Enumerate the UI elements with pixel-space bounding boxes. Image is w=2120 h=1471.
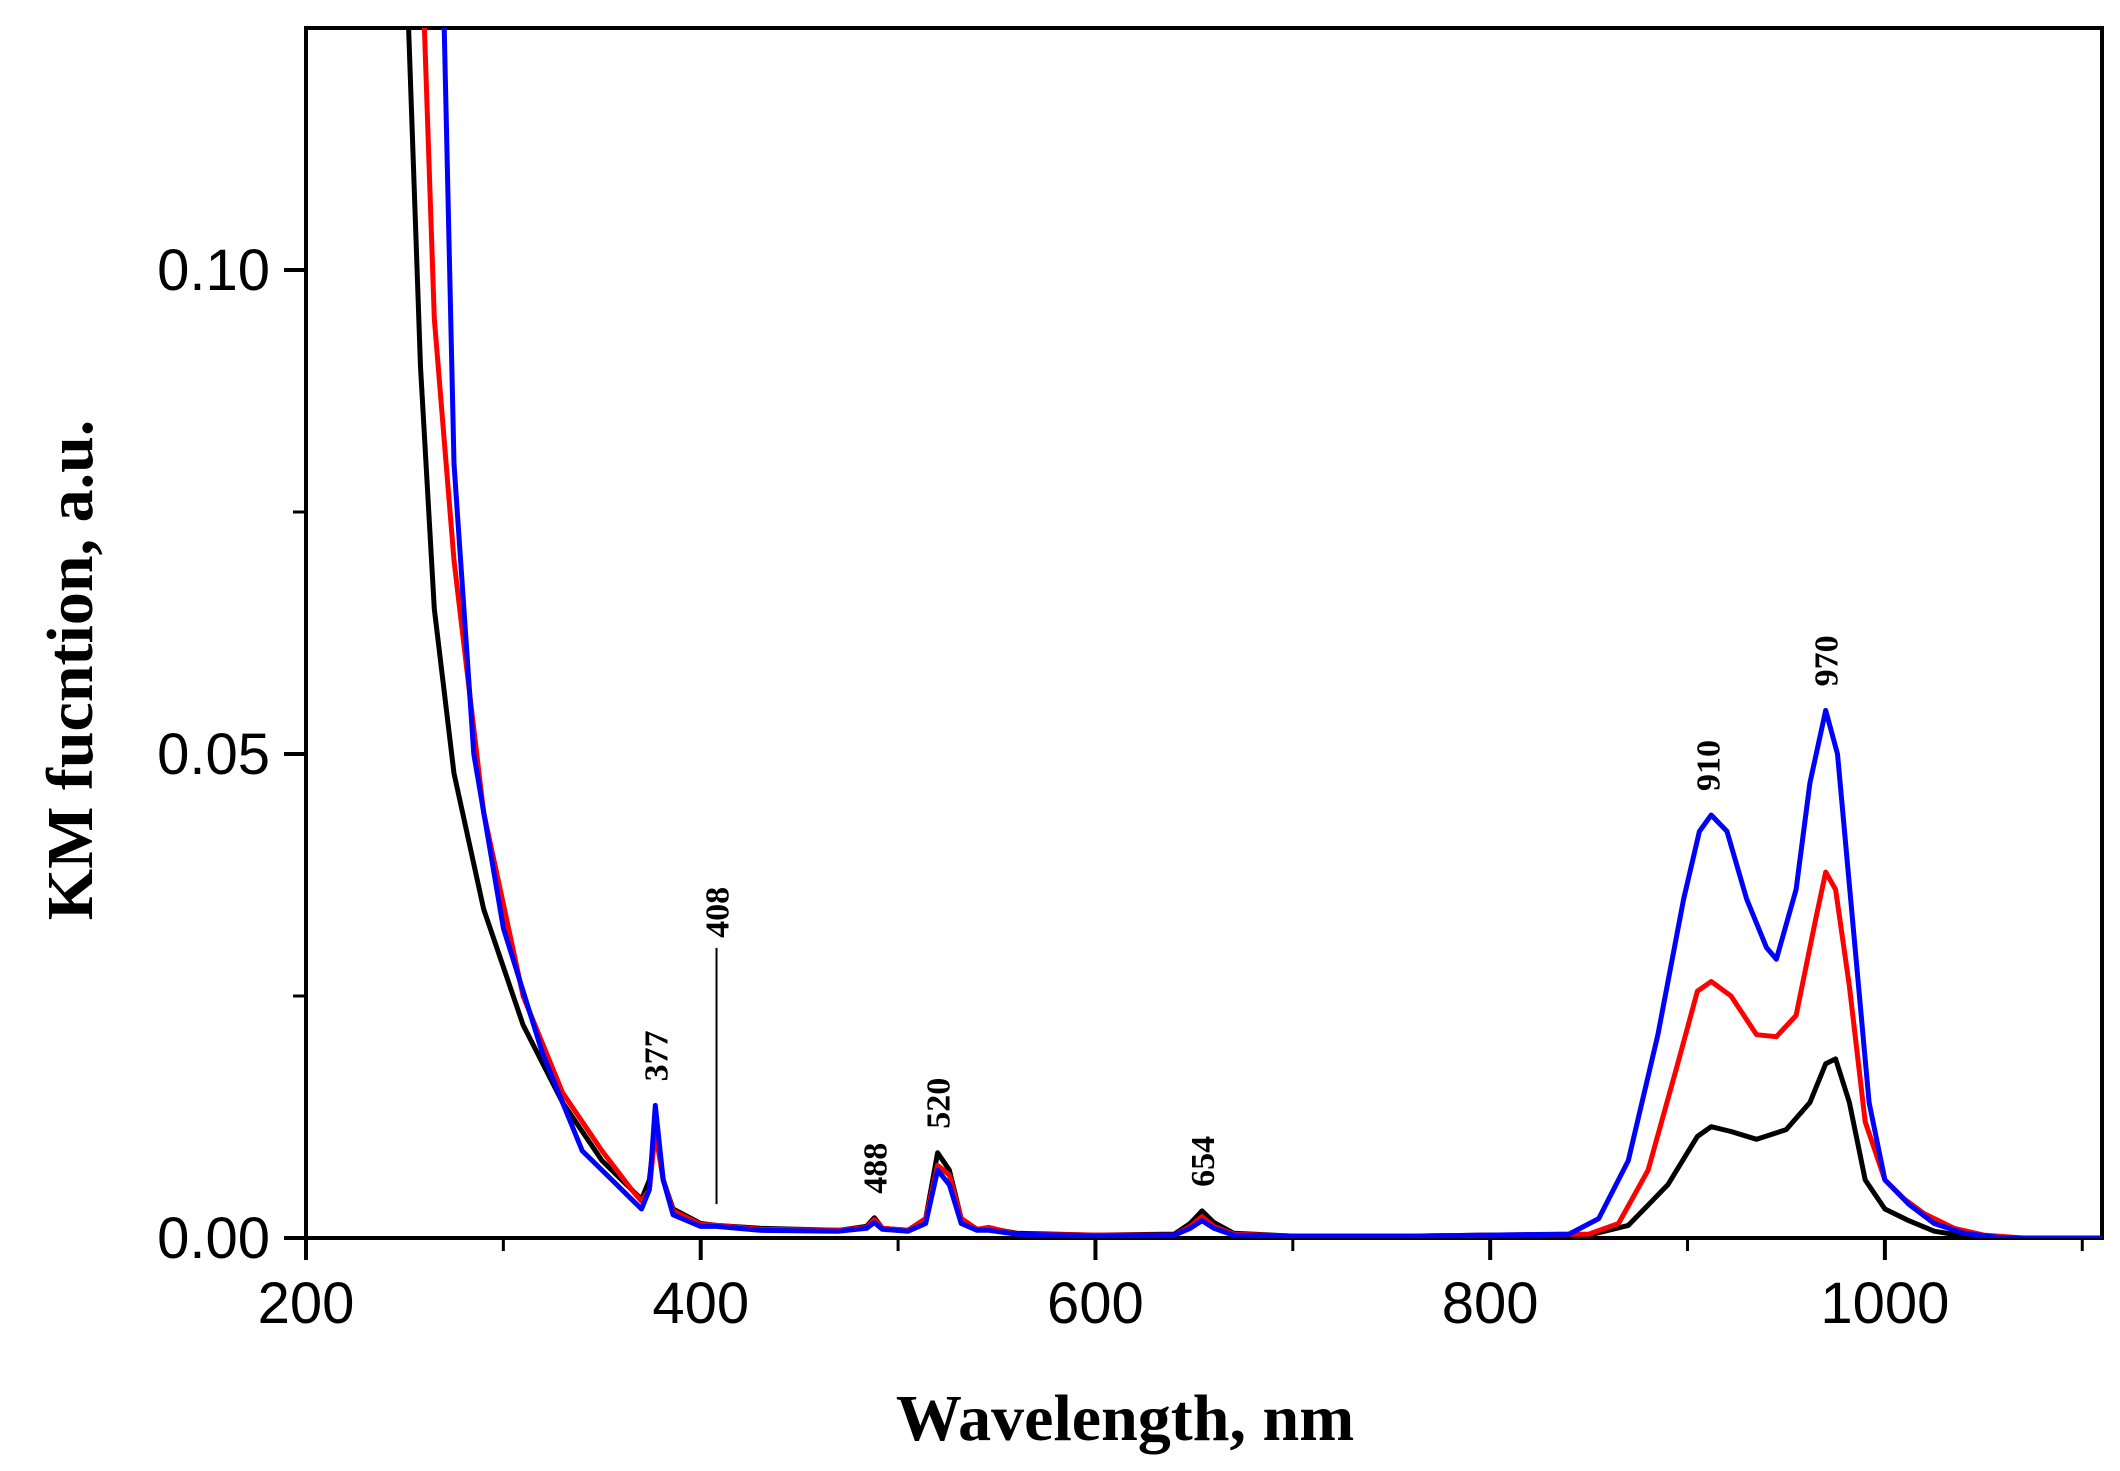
x-tick-label: 1000 [1820, 1271, 1949, 1336]
series-line-blue [441, 28, 2102, 1238]
peak-label-910: 910 [1690, 740, 1727, 791]
plot-frame [304, 26, 2104, 1240]
peak-labels: 377 408 488 520 654 910 970 [638, 635, 1845, 1193]
peak-label-970: 970 [1809, 635, 1846, 686]
x-axis: 200 400 600 800 1000 [258, 1236, 2102, 1336]
peak-label-654: 654 [1185, 1136, 1222, 1187]
x-tick-label: 200 [258, 1271, 355, 1336]
y-ticks: 0.00 0.05 0.10 [157, 238, 306, 1271]
series-layer [406, 28, 2102, 1238]
y-axis-title: KM fucntion, a.u. [34, 420, 107, 921]
x-ticks: 200 400 600 800 1000 [258, 1238, 2084, 1336]
peak-label-520: 520 [921, 1078, 958, 1129]
peak-label-488: 488 [857, 1143, 894, 1194]
x-tick-label: 800 [1442, 1271, 1539, 1336]
y-tick-label: 0.10 [157, 238, 270, 303]
peak-label-377: 377 [638, 1030, 675, 1081]
x-axis-title: Wavelength, nm [896, 1382, 1354, 1455]
x-tick-label: 600 [1047, 1271, 1144, 1336]
y-tick-label: 0.05 [157, 722, 270, 787]
y-tick-label: 0.00 [157, 1206, 270, 1271]
x-tick-label: 400 [652, 1271, 749, 1336]
y-axis: 0.00 0.05 0.10 [157, 28, 308, 1271]
peak-label-408: 408 [700, 887, 737, 938]
